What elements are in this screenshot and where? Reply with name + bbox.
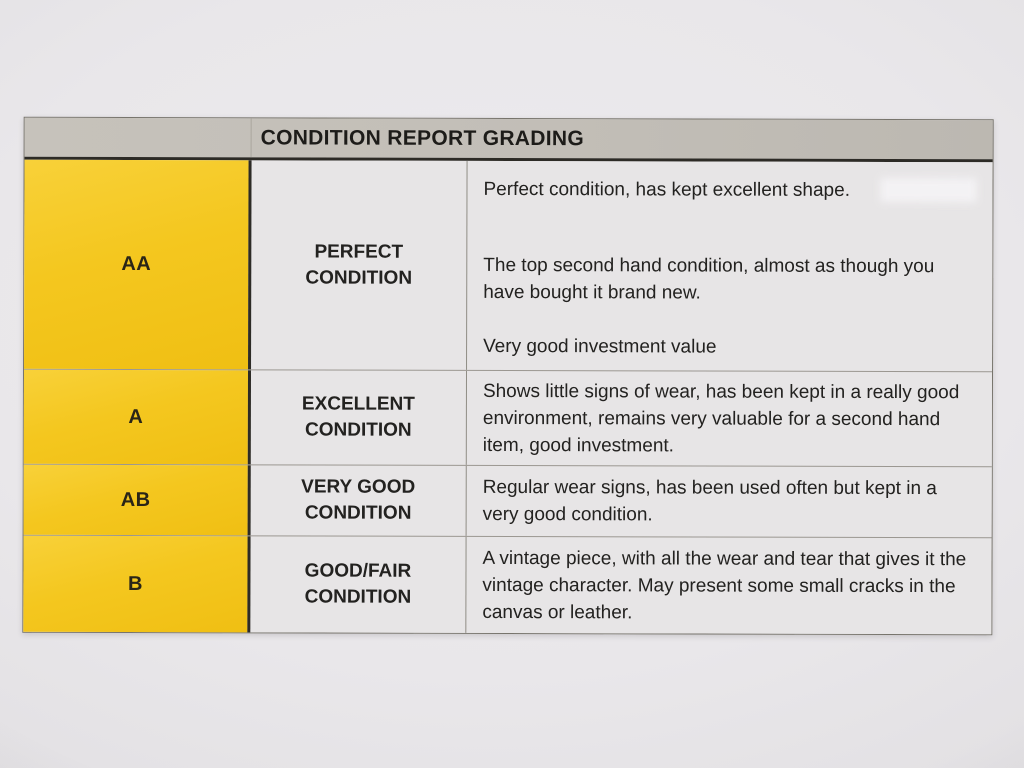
description-paragraph: Shows little signs of wear, has been kep… bbox=[482, 380, 960, 456]
table-row-a: A EXCELLENT CONDITION Shows little signs… bbox=[23, 368, 993, 467]
condition-grading-table: CONDITION REPORT GRADING AA PERFECT COND… bbox=[22, 116, 994, 636]
condition-cell-excellent: EXCELLENT CONDITION bbox=[250, 370, 468, 465]
condition-cell-good-fair: GOOD/FAIR CONDITION bbox=[250, 536, 467, 633]
description-cell-ab: Regular wear signs, has been used often … bbox=[467, 466, 992, 537]
description-paragraph: Perfect condition, has kept excellent sh… bbox=[483, 178, 851, 201]
table-header-row: CONDITION REPORT GRADING bbox=[24, 117, 993, 163]
table-row-ab: AB VERY GOOD CONDITION Regular wear sign… bbox=[23, 463, 992, 538]
condition-line: EXCELLENT bbox=[301, 393, 415, 415]
grade-cell-b: B bbox=[23, 535, 251, 633]
condition-line: CONDITION bbox=[304, 586, 412, 608]
grade-cell-aa: AA bbox=[24, 159, 252, 370]
description-paragraph: Regular wear signs, has been used often … bbox=[482, 476, 937, 526]
grade-cell-ab: AB bbox=[23, 464, 251, 536]
table-row-b: B GOOD/FAIR CONDITION A vintage piece, w… bbox=[23, 534, 992, 635]
table-title: CONDITION REPORT GRADING bbox=[260, 125, 585, 150]
condition-line: VERY GOOD bbox=[301, 476, 416, 498]
description-paragraph: A vintage piece, with all the wear and t… bbox=[482, 547, 967, 623]
grade-cell-a: A bbox=[23, 369, 252, 465]
condition-line: PERFECT bbox=[314, 240, 404, 263]
condition-line: CONDITION bbox=[304, 502, 412, 524]
header-grade-column-spacer bbox=[24, 117, 252, 158]
description-paragraph: Very good investment value bbox=[483, 335, 717, 358]
condition-line: CONDITION bbox=[305, 419, 412, 441]
description-cell-aa: Perfect condition, has kept excellent sh… bbox=[467, 161, 993, 371]
table-row-aa: AA PERFECT CONDITION Perfect condition, … bbox=[24, 159, 993, 372]
description-paragraph: The top second hand condition, almost as… bbox=[483, 254, 935, 304]
condition-cell-very-good: VERY GOOD CONDITION bbox=[250, 465, 467, 536]
condition-line: CONDITION bbox=[305, 266, 413, 289]
description-cell-b: A vintage piece, with all the wear and t… bbox=[466, 537, 991, 634]
description-cell-a: Shows little signs of wear, has been kep… bbox=[467, 371, 992, 466]
condition-line: GOOD/FAIR bbox=[304, 560, 412, 582]
condition-cell-perfect: PERFECT CONDITION bbox=[251, 160, 468, 370]
